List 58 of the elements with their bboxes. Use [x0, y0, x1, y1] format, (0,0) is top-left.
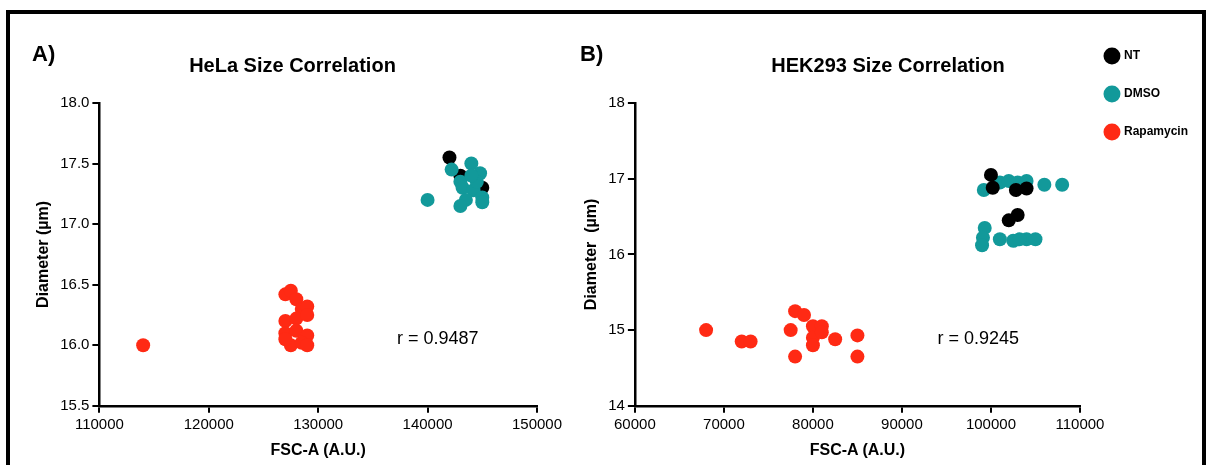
point	[1010, 208, 1025, 223]
x-tick-label: 60000	[614, 414, 656, 432]
point	[442, 150, 457, 165]
legend-label: DMSO	[1123, 86, 1160, 101]
annotation: r = 0.9245	[937, 328, 1020, 349]
point	[797, 307, 812, 322]
y-tick-label: 17.0	[60, 214, 90, 232]
x-tick-label: 90000	[881, 414, 923, 432]
text: A)	[32, 41, 56, 67]
x-tick-label: 140000	[402, 414, 453, 432]
point	[1037, 177, 1052, 192]
y-tick-label: 17.5	[60, 153, 90, 171]
point	[699, 323, 714, 338]
y-axis-title: Diameter (µm)	[34, 200, 52, 308]
point	[420, 192, 435, 207]
point	[850, 328, 865, 343]
x-axis-title: FSC-A (A.U.)	[809, 440, 906, 458]
point	[464, 156, 479, 171]
y-tick-label: 18	[608, 93, 625, 111]
point	[992, 232, 1007, 247]
x-tick-label: 150000	[511, 414, 562, 432]
x-tick-label: 110000	[1055, 414, 1105, 432]
x-tick-label: 80000	[792, 414, 834, 432]
y-tick-label: 16.0	[60, 335, 90, 353]
point	[289, 323, 304, 338]
point	[300, 338, 315, 353]
y-tick-label: 14	[608, 395, 625, 413]
point	[983, 167, 998, 182]
point	[828, 332, 843, 347]
x-axis-title: FSC-A (A.U.)	[270, 440, 366, 458]
y-tick-label: 15.5	[60, 395, 90, 413]
annotation: r = 0.9487	[396, 328, 479, 349]
legend-label: NT	[1123, 48, 1141, 63]
point	[783, 323, 798, 338]
point	[136, 338, 151, 353]
chart-title: HEK293 Size Correlation	[771, 53, 1005, 76]
point	[453, 198, 468, 213]
y-axis-title: Diameter (µm)	[582, 198, 600, 311]
chart-title: HeLa Size Correlation	[189, 53, 396, 76]
legend-label: Rapamycin	[1123, 124, 1189, 139]
y-tick-label: 16.5	[60, 274, 90, 292]
y-tick-label: 18.0	[60, 93, 90, 111]
point	[850, 349, 865, 364]
y-tick-label: 15	[608, 320, 625, 338]
x-tick-label: 120000	[183, 414, 234, 432]
x-tick-label: 100000	[965, 414, 1016, 432]
point	[1019, 181, 1034, 196]
point	[788, 349, 803, 364]
y-tick-label: 16	[608, 244, 625, 262]
y-tick-label: 17	[608, 168, 625, 186]
x-tick-label: 130000	[293, 414, 344, 432]
x-tick-label: 110000	[74, 414, 124, 432]
point	[444, 162, 459, 177]
text: B)	[580, 41, 604, 67]
x-tick-label: 70000	[703, 414, 745, 432]
point	[975, 238, 990, 253]
point	[1055, 177, 1070, 192]
point	[985, 180, 1000, 195]
